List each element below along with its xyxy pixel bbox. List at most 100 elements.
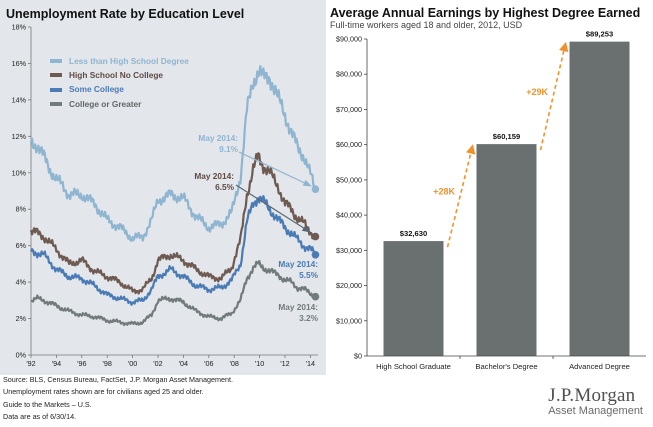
- x-tick-label: '92: [26, 359, 35, 368]
- legend-item-col: College or Greater: [50, 97, 189, 111]
- x-tick-label: '14: [306, 359, 315, 368]
- x-tick-label: '12: [280, 359, 289, 368]
- legend-item-lths: Less than High School Degree: [50, 54, 189, 68]
- bar-chart: $0 $10,000 $20,000 $30,000 $40,000 $50,000 $60…: [336, 30, 646, 371]
- legend-swatch: [50, 101, 62, 106]
- legend-label: Some College: [69, 84, 124, 95]
- series-line-hs: [29, 152, 317, 295]
- annotation-hs: May 2014: 6.5%: [184, 171, 234, 193]
- legend: Less than High School Degree High School…: [50, 54, 189, 111]
- annotation-label: May 2014:: [198, 133, 238, 143]
- legend-swatch: [50, 73, 62, 78]
- gap-arrow-1: [539, 41, 569, 151]
- legend-label: College or Greater: [69, 98, 142, 109]
- end-marker-sc: [311, 250, 320, 259]
- y-tick-label: $70,000: [336, 105, 362, 114]
- annotation-value: 9.1%: [219, 144, 238, 154]
- y-tick-label: 18%: [12, 23, 27, 32]
- gap-label-0: +28K: [433, 187, 455, 197]
- x-tick-label: '98: [103, 359, 112, 368]
- bar-value-label: $32,630: [400, 229, 427, 238]
- x-tick-label: '10: [255, 359, 264, 368]
- right-chart-panel: Average Annual Earnings by Highest Degre…: [326, 0, 653, 375]
- gap-arrows: +28K +29K: [433, 41, 569, 248]
- x-axis: '92 '94 '96 '98 '00 '02 '04 '06 '08 '10 '12 '14: [26, 354, 318, 368]
- brand-name: J.P.Morgan: [548, 385, 636, 406]
- footnote-date: Data are as of 6/30/14.: [3, 412, 77, 422]
- bar-value-label: $60,159: [493, 132, 520, 141]
- bar-2: [569, 41, 630, 356]
- annotation-value: 3.2%: [299, 313, 318, 323]
- footnote-note: Unemployment rates shown are for civilia…: [3, 387, 204, 397]
- y-tick-label: 0%: [16, 351, 27, 360]
- y-tick-label: 16%: [12, 59, 27, 68]
- gap-arrow-0: [446, 144, 476, 248]
- x-tick-label: '06: [204, 359, 213, 368]
- end-marker-col: [311, 292, 320, 301]
- annotation-col: May 2014: 3.2%: [268, 302, 318, 324]
- right-chart-title: Average Annual Earnings by Highest Degre…: [330, 6, 641, 20]
- y-tick-label: $40,000: [336, 211, 362, 220]
- legend-swatch: [50, 87, 62, 92]
- x-tick-label: '04: [179, 359, 188, 368]
- y-tick-label: $60,000: [336, 140, 362, 149]
- end-markers: [311, 185, 320, 301]
- y-tick-label: 2%: [16, 314, 27, 323]
- end-marker-lths: [311, 185, 320, 193]
- x-tick-label: Advanced Degree: [569, 362, 630, 371]
- annotation-arrows: [235, 151, 312, 233]
- legend-label: Less than High School Degree: [69, 56, 189, 66]
- line-series-group: [29, 65, 317, 327]
- y-tick-label: 6%: [16, 241, 27, 250]
- footnote-source: Source: BLS, Census Bureau, FactSet, J.P…: [3, 375, 233, 384]
- gap-label-1: +29K: [526, 87, 548, 97]
- y-tick-label: 4%: [16, 278, 27, 287]
- annotation-sc: May 2014: 5.5%: [268, 259, 318, 281]
- x-tick-label: Bachelor's Degree: [475, 362, 537, 371]
- x-tick-label: '94: [52, 359, 61, 368]
- x-tick-label: '96: [77, 359, 86, 368]
- legend-swatch: [50, 59, 62, 64]
- y-tick-label: $0: [354, 352, 362, 361]
- legend-label: High School No College: [69, 70, 164, 81]
- left-chart-title: Unemployment Rate by Education Level: [6, 7, 245, 21]
- annotation-label: May 2014:: [194, 171, 234, 181]
- y-tick-label: $30,000: [336, 246, 362, 255]
- x-tick-label: '08: [229, 359, 238, 368]
- end-marker-hs: [311, 232, 320, 241]
- arrow-lths: [238, 151, 312, 187]
- y-axis: 0% 2% 4% 6% 8% 10% 12% 14% 16% 18%: [12, 23, 32, 360]
- series-line-sc: [30, 195, 316, 306]
- x-axis: High School Graduate Bachelor's Degree Adv…: [367, 355, 646, 371]
- bars-group: $32,630 $60,159 $89,253: [383, 30, 630, 356]
- legend-item-hs: High School No College: [50, 68, 189, 82]
- y-tick-label: $20,000: [336, 281, 362, 290]
- bar-1: [476, 144, 537, 356]
- annotation-value: 6.5%: [215, 182, 234, 192]
- arrow-hs: [235, 184, 311, 233]
- right-chart-subtitle: Full-time workers aged 18 and older, 201…: [330, 20, 523, 30]
- y-axis: $0 $10,000 $20,000 $30,000 $40,000 $50,000 $60…: [336, 35, 368, 361]
- legend-item-sc: Some College: [50, 82, 189, 96]
- brand-subtitle: Asset Management: [548, 405, 643, 417]
- left-chart-panel: Unemployment Rate by Education Level 0% 2…: [0, 0, 326, 375]
- y-tick-label: 12%: [12, 132, 27, 141]
- y-tick-label: $50,000: [336, 175, 362, 184]
- y-tick-label: 8%: [16, 205, 27, 214]
- y-tick-label: $10,000: [336, 316, 362, 325]
- bar-value-label: $89,253: [586, 30, 613, 39]
- brand-logo: J.P.Morgan Asset Management: [548, 385, 643, 417]
- y-tick-label: $90,000: [336, 35, 362, 44]
- bar-0: [383, 241, 444, 356]
- y-tick-label: 14%: [12, 95, 27, 104]
- y-tick-label: 10%: [12, 168, 27, 177]
- annotation-label: May 2014:: [278, 302, 318, 312]
- footnote-guide: Guide to the Markets – U.S.: [3, 399, 92, 409]
- x-tick-label: '00: [128, 359, 137, 368]
- footnotes: Source: BLS, Census Bureau, FactSet, J.P…: [3, 374, 233, 424]
- x-tick-label: '02: [153, 359, 162, 368]
- x-tick-label: High School Graduate: [376, 362, 451, 371]
- annotation-value: 5.5%: [299, 270, 318, 280]
- annotation-label: May 2014:: [278, 259, 318, 269]
- annotation-lths: May 2014: 9.1%: [188, 133, 238, 155]
